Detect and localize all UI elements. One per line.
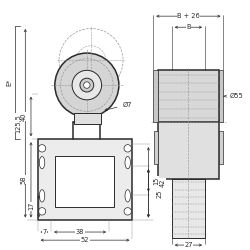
Text: 27: 27 [184, 242, 193, 248]
Bar [154, 130, 158, 164]
Text: 38: 38 [76, 229, 84, 235]
Text: 15: 15 [153, 176, 159, 185]
Circle shape [80, 78, 94, 92]
Circle shape [124, 145, 132, 152]
Text: Ø55: Ø55 [224, 93, 243, 99]
Bar [55, 156, 114, 207]
Ellipse shape [39, 190, 45, 202]
Bar [74, 114, 101, 124]
Bar [38, 139, 132, 220]
Text: 17: 17 [29, 202, 35, 210]
Bar [172, 178, 205, 238]
Circle shape [72, 70, 102, 100]
Text: 125,5: 125,5 [15, 114, 21, 133]
Text: 25: 25 [156, 189, 162, 198]
Ellipse shape [125, 190, 130, 202]
Bar [158, 117, 218, 178]
Text: 40: 40 [20, 112, 26, 121]
Circle shape [124, 208, 132, 215]
Text: B: B [186, 24, 191, 30]
Bar [218, 70, 224, 122]
Bar [158, 70, 218, 122]
Text: 7: 7 [42, 229, 46, 235]
Circle shape [84, 82, 90, 88]
Bar [218, 130, 223, 164]
Circle shape [38, 208, 46, 215]
Circle shape [38, 145, 46, 152]
Text: 42: 42 [160, 178, 166, 186]
Text: E*: E* [6, 79, 12, 86]
Text: 58: 58 [20, 176, 26, 184]
Bar [153, 70, 158, 122]
Text: Ø7: Ø7 [105, 102, 132, 111]
Text: 52: 52 [81, 237, 89, 243]
Ellipse shape [39, 156, 45, 169]
Text: B + 26: B + 26 [177, 13, 200, 19]
Ellipse shape [125, 156, 130, 169]
Circle shape [55, 53, 119, 117]
